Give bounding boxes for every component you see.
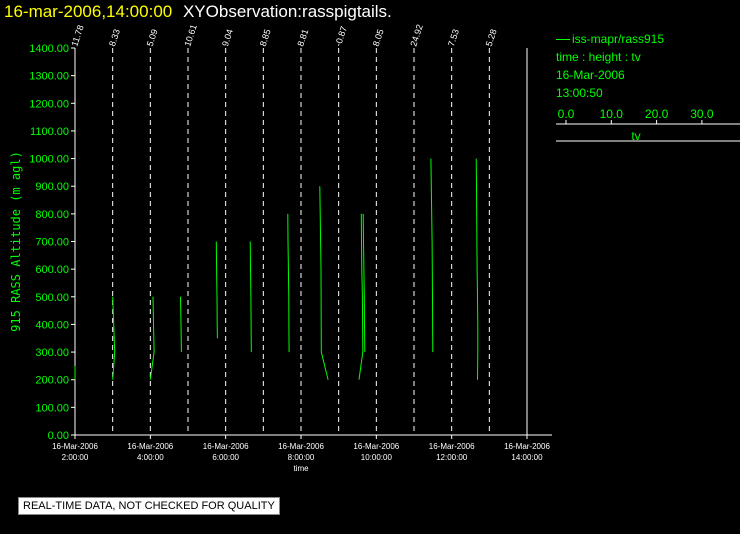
- profile-line: [112, 296, 116, 380]
- profile-line: [362, 213, 366, 353]
- legend-swatch: [556, 38, 570, 40]
- legend-scale-tick-label: 0.0: [558, 107, 575, 121]
- x-tick-time: 10:00:00: [361, 453, 393, 462]
- y-tick-label: 700.00: [35, 237, 69, 249]
- y-tick-label: 1200.00: [29, 98, 69, 110]
- y-tick-label: 300.00: [35, 347, 69, 359]
- y-tick-label: 400.00: [35, 319, 69, 331]
- x-tick-time: 2:00:00: [62, 453, 89, 462]
- legend-series: iss-mapr/rass915: [556, 30, 740, 48]
- x-tick-date: 16-Mar-2006: [127, 442, 173, 451]
- profile-label: 7.53: [446, 28, 461, 48]
- x-tick-time: 4:00:00: [137, 453, 164, 462]
- x-tick-date: 16-Mar-2006: [52, 442, 98, 451]
- profile-line: [287, 213, 290, 353]
- profile-label: 8.85: [258, 28, 273, 48]
- legend-scale-tick-label: 30.0: [690, 107, 714, 121]
- y-tick-label: 200.00: [35, 375, 69, 387]
- title-datetime: 16-mar-2006,14:00:00: [4, 2, 173, 21]
- profile-label: 8.81: [295, 28, 310, 48]
- profile-label: 8.05: [371, 28, 386, 48]
- legend-scale-tick-label: 20.0: [645, 107, 669, 121]
- y-tick-label: 600.00: [35, 264, 69, 276]
- legend-series-label: iss-mapr/rass915: [572, 32, 665, 46]
- profile-label: 11.78: [69, 24, 85, 48]
- y-tick-label: 1100.00: [30, 126, 69, 138]
- y-axis-label: 915 RASS Altitude (m agl): [9, 151, 23, 332]
- profile-line: [358, 213, 364, 380]
- x-tick-date: 16-Mar-2006: [353, 442, 399, 451]
- profile-label: 9.04: [220, 28, 235, 48]
- profile-label: 24.92: [408, 23, 424, 48]
- legend-scale-label: tv: [631, 129, 640, 143]
- x-tick-time: 12:00:00: [436, 453, 468, 462]
- profile-line: [249, 241, 252, 353]
- y-tick-label: 500.00: [35, 292, 69, 304]
- legend-scale: 0.0 10.0 20.0 30.0 tv: [556, 107, 740, 143]
- y-tick-label: 100.00: [35, 402, 69, 414]
- x-tick-time: 14:00:00: [511, 453, 543, 462]
- y-tick-label: 1000.00: [29, 154, 69, 166]
- y-tick-label: 800.00: [35, 209, 69, 221]
- chart-title: 16-mar-2006,14:00:00 XYObservation:rassp…: [4, 2, 392, 22]
- y-tick-label: 1400.00: [29, 43, 69, 55]
- x-tick-date: 16-Mar-2006: [203, 442, 249, 451]
- y-tick-label: 1300.00: [29, 71, 69, 83]
- profile-line: [149, 296, 155, 380]
- x-axis-label: time: [293, 464, 309, 473]
- profile-line: [180, 296, 182, 353]
- legend-scale-tick-label: 10.0: [600, 107, 624, 121]
- profile-label: -0.87: [333, 25, 349, 48]
- profile-line: [430, 158, 434, 353]
- legend-time: 13:00:50: [556, 86, 603, 100]
- x-tick-date: 16-Mar-2006: [504, 442, 550, 451]
- title-text: XYObservation:rasspigtails.: [182, 2, 392, 21]
- y-tick-label: 900.00: [35, 181, 69, 193]
- profile-label: 5.09: [145, 28, 160, 48]
- profile-line: [319, 186, 329, 380]
- x-tick-date: 16-Mar-2006: [429, 442, 475, 451]
- x-tick-time: 8:00:00: [288, 453, 315, 462]
- x-tick-time: 6:00:00: [212, 453, 239, 462]
- profile-line: [215, 241, 218, 339]
- x-tick-date: 16-Mar-2006: [278, 442, 324, 451]
- y-tick-label: 0.00: [48, 430, 69, 442]
- legend: iss-mapr/rass915 time : height : tv 16-M…: [556, 30, 740, 102]
- profile-label: 5.28: [484, 28, 499, 48]
- profile-line: [475, 158, 479, 380]
- profile-label: 8.33: [107, 28, 122, 48]
- qc-notice: REAL-TIME DATA, NOT CHECKED FOR QUALITY: [18, 497, 280, 515]
- legend-description: time : height : tv: [556, 50, 641, 64]
- profile-label: 10.61: [182, 23, 198, 48]
- legend-date: 16-Mar-2006: [556, 68, 625, 82]
